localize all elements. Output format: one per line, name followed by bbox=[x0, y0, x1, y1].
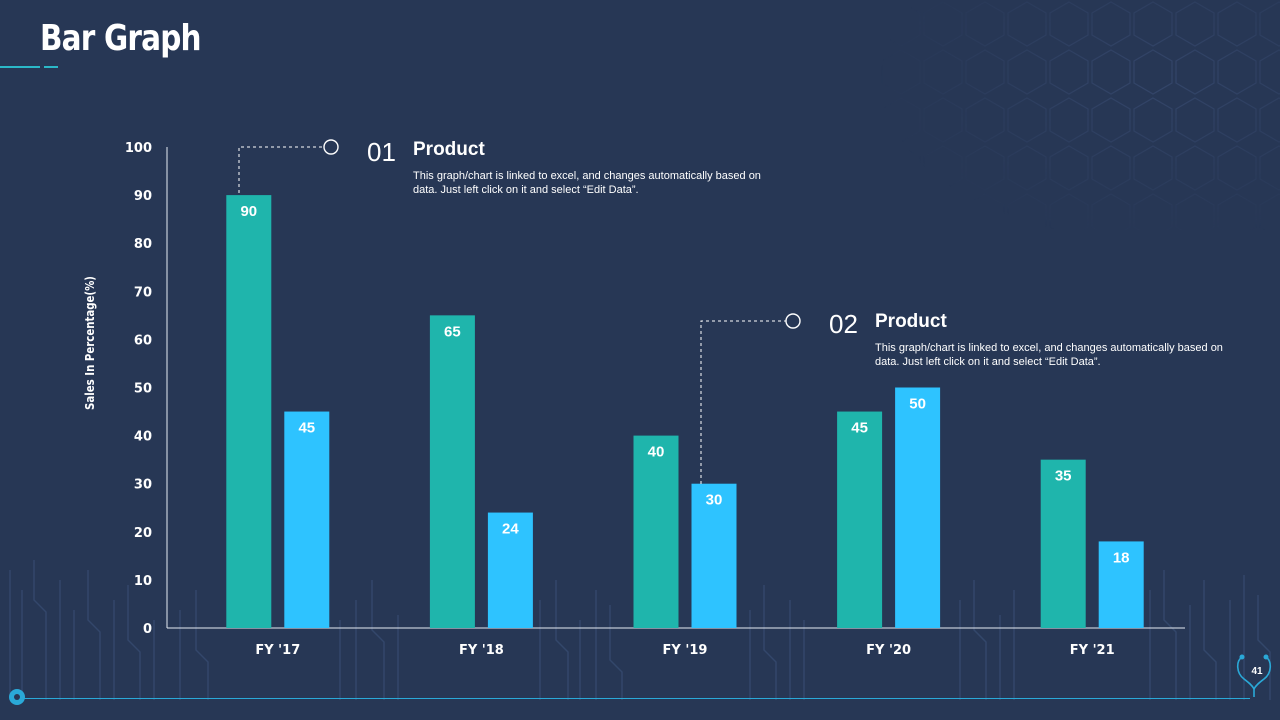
bar-2-fy20[interactable] bbox=[895, 387, 941, 629]
bar-1-fy21[interactable] bbox=[1040, 459, 1086, 628]
bar-value-label: 24 bbox=[502, 521, 519, 538]
stethoscope-icon bbox=[1236, 654, 1272, 697]
bar-value-label: 65 bbox=[444, 323, 461, 340]
slide-title: Bar Graph bbox=[40, 18, 202, 59]
title-underline-accent bbox=[0, 66, 40, 68]
bar-value-label: 35 bbox=[1055, 468, 1072, 485]
y-axis-label: Sales In Percentage(%) bbox=[83, 276, 97, 410]
bar-2-fy18[interactable] bbox=[487, 512, 533, 628]
x-tick-label: FY '18 bbox=[459, 643, 504, 658]
bar-1-fy19[interactable] bbox=[633, 435, 679, 628]
callout-number: 01 bbox=[367, 137, 396, 167]
bar-value-label: 45 bbox=[298, 420, 315, 437]
bar-value-label: 18 bbox=[1113, 549, 1130, 566]
y-tick-label: 10 bbox=[134, 574, 152, 589]
x-tick-label: FY '17 bbox=[255, 643, 300, 658]
y-tick-label: 90 bbox=[134, 189, 152, 204]
y-tick-label: 50 bbox=[134, 382, 152, 397]
bar-2-fy17[interactable] bbox=[284, 411, 330, 628]
bar-1-fy18[interactable] bbox=[429, 315, 475, 628]
x-tick-label: FY '20 bbox=[866, 643, 911, 658]
hexagon-pattern-decoration bbox=[880, 0, 1280, 230]
bar-value-label: 45 bbox=[851, 420, 868, 437]
callout-2-marker bbox=[785, 313, 801, 329]
y-tick-label: 100 bbox=[125, 141, 152, 156]
y-tick-label: 40 bbox=[134, 430, 152, 445]
y-tick-label: 20 bbox=[134, 526, 152, 541]
page-number: 41 bbox=[1251, 666, 1263, 677]
callout-2-connector bbox=[700, 320, 786, 484]
x-tick-label: FY '19 bbox=[663, 643, 708, 658]
callout-heading: Product bbox=[413, 139, 485, 160]
bar-1-fy17[interactable] bbox=[226, 195, 272, 628]
y-tick-label: 30 bbox=[134, 478, 152, 493]
bar-1-fy20[interactable] bbox=[837, 411, 883, 628]
logo-icon bbox=[9, 689, 25, 705]
callout-description: This graph/chart is linked to excel, and… bbox=[875, 342, 1223, 368]
title-underline-accent-short bbox=[44, 66, 58, 68]
circuit-pattern-decoration bbox=[9, 560, 1271, 700]
bar-2-fy19[interactable] bbox=[691, 483, 737, 628]
y-tick-label: 60 bbox=[134, 333, 152, 348]
bar-value-label: 40 bbox=[648, 444, 665, 461]
bar-value-label: 50 bbox=[909, 396, 926, 413]
bar-value-label: 90 bbox=[240, 203, 257, 220]
callout-description: This graph/chart is linked to excel, and… bbox=[413, 170, 761, 196]
y-tick-label: 0 bbox=[143, 622, 152, 637]
callout-heading: Product bbox=[875, 311, 947, 332]
footer-divider bbox=[18, 698, 1250, 699]
y-tick-label: 80 bbox=[134, 237, 152, 252]
callout-1-connector bbox=[238, 146, 323, 193]
y-tick-label: 70 bbox=[134, 285, 152, 300]
bar-2-fy21[interactable] bbox=[1098, 541, 1144, 628]
x-tick-label: FY '21 bbox=[1070, 643, 1115, 658]
callout-1-marker bbox=[323, 139, 339, 155]
bar-value-label: 30 bbox=[706, 492, 723, 509]
callout-number: 02 bbox=[829, 309, 858, 339]
